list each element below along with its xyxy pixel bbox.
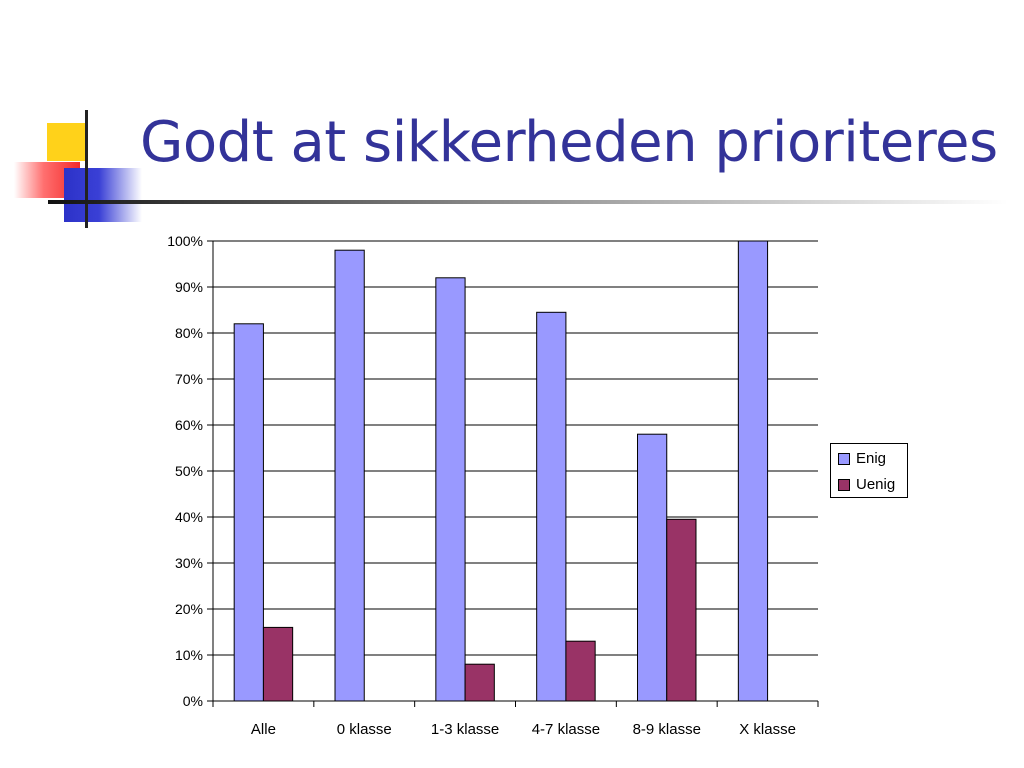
legend-item-enig: Enig [838,450,886,467]
y-tick-label: 10% [175,647,203,663]
deco-blue-square [64,168,142,222]
bar-enig [737,240,769,702]
legend-swatch-uenig [838,478,850,491]
y-tick-label: 50% [175,463,203,479]
bar-enig [233,323,264,702]
y-tick-label: 100% [167,233,203,249]
y-tick-label: 60% [175,417,203,433]
legend-label-uenig: Uenig [856,476,896,493]
bar-uenig [565,640,596,702]
legend-swatch-enig [838,452,850,465]
slide-title: Godt at sikkerheden prioriteres [140,110,998,175]
x-tick-label: 0 klasse [337,721,392,738]
chart-legend: Enig Uenig [830,443,908,498]
y-tick-label: 20% [175,601,203,617]
legend-label-enig: Enig [856,450,887,467]
x-tick-label: Alle [251,721,276,738]
x-tick-label: 1-3 klasse [431,721,499,738]
legend-item-uenig: Uenig [838,476,895,493]
y-tick-label: 90% [175,279,203,295]
bar-enig [536,311,567,702]
x-tick-label: X klasse [739,721,796,738]
bar-enig [435,277,466,702]
bar-enig [334,249,365,702]
bar-uenig [262,626,294,702]
y-tick-label: 30% [175,555,203,571]
y-tick-label: 40% [175,509,203,525]
bar-enig [637,433,668,702]
bar-uenig [464,663,495,702]
x-tick-label: 4-7 klasse [532,721,600,738]
deco-yellow-square [47,123,85,161]
deco-vertical-line [85,110,88,228]
y-tick-label: 70% [175,371,203,387]
y-tick-label: 80% [175,325,203,341]
y-tick-label: 0% [183,693,203,709]
bar-uenig [666,518,697,702]
title-underline [48,200,1008,204]
x-tick-label: 8-9 klasse [633,721,701,738]
